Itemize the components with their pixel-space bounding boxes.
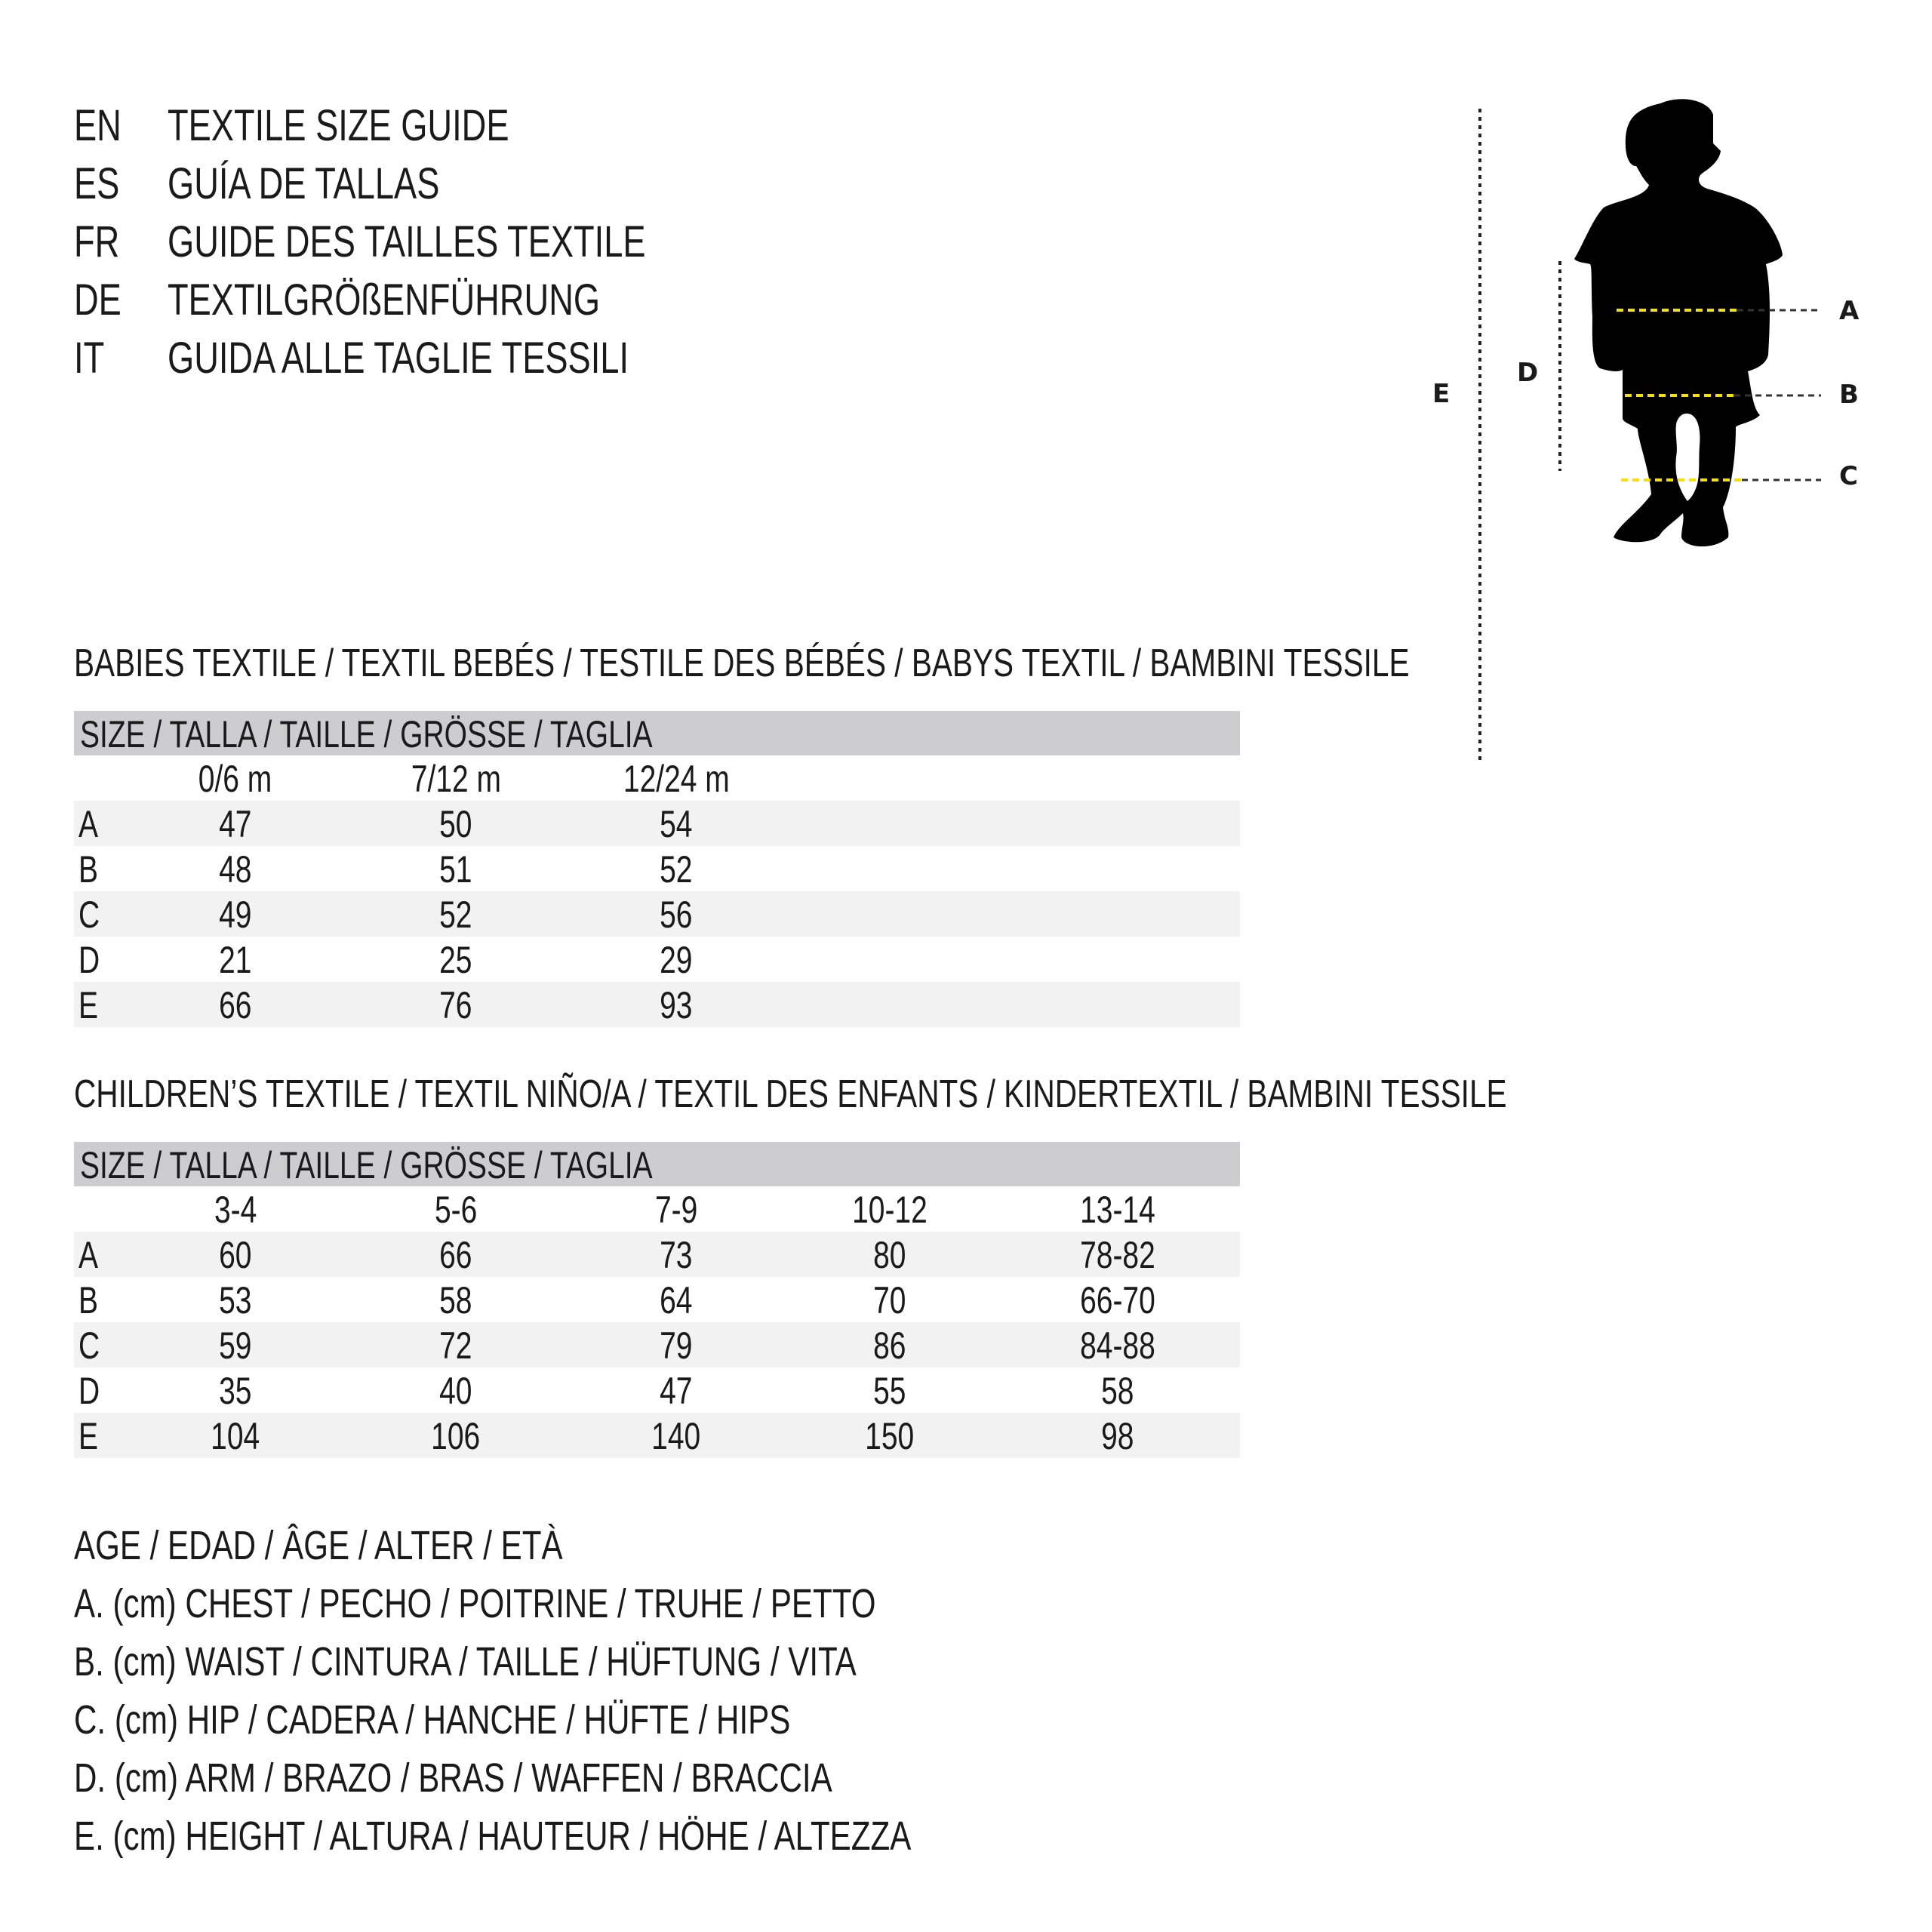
- table-cell: 66: [439, 1234, 472, 1276]
- table-cell: 76: [439, 984, 472, 1026]
- heading-text: GUIDE DES TAILLES TEXTILE: [168, 217, 646, 266]
- table-row: D 35 40 47 55 58: [74, 1367, 1240, 1413]
- label-d: D: [1517, 358, 1539, 388]
- table-cell: 58: [1101, 1370, 1134, 1412]
- table-row: E 66 76 93: [74, 982, 1240, 1027]
- column-header: 0/6 m: [198, 758, 272, 800]
- column-header: 5-6: [434, 1189, 478, 1231]
- table-cell: 56: [660, 894, 693, 936]
- table-cell: 86: [873, 1324, 906, 1367]
- table-cell: 104: [211, 1415, 260, 1457]
- legend-item: C. (cm) HIP / CADERA / HANCHE / HÜFTE / …: [74, 1697, 791, 1743]
- table-cell: 50: [439, 803, 472, 845]
- table-row: A 60 66 73 80 78-82: [74, 1232, 1240, 1277]
- table-cell: 79: [660, 1324, 693, 1367]
- table-cell: 73: [660, 1234, 693, 1276]
- legend-item: D. (cm) ARM / BRAZO / BRAS / WAFFEN / BR…: [74, 1755, 832, 1801]
- table-cell: 64: [660, 1279, 693, 1321]
- table-row: C 49 52 56: [74, 891, 1240, 937]
- table-cell: 66-70: [1080, 1279, 1155, 1321]
- table-cell: 47: [660, 1370, 693, 1412]
- row-label: D: [78, 1370, 100, 1412]
- column-header: 12/24 m: [623, 758, 730, 800]
- table-cell: 48: [219, 848, 252, 891]
- heading-text: GUÍA DE TALLAS: [168, 159, 440, 208]
- table-cell: 80: [873, 1234, 906, 1276]
- language-code: IT: [74, 334, 105, 383]
- label-c: C: [1839, 461, 1858, 491]
- heading-text: TEXTILE SIZE GUIDE: [168, 101, 509, 150]
- babies-section-title: BABIES TEXTILE / TEXTIL BEBÉS / TESTILE …: [74, 641, 1410, 685]
- children-section-title: CHILDREN’S TEXTILE / TEXTIL NIÑO/A / TEX…: [74, 1072, 1507, 1116]
- row-label: B: [78, 848, 99, 891]
- column-header: 7-9: [654, 1189, 698, 1231]
- table-cell: 29: [660, 939, 693, 981]
- table-cell: 150: [865, 1415, 915, 1457]
- table-cell: 58: [439, 1279, 472, 1321]
- table-cell: 72: [439, 1324, 472, 1367]
- table-cell: 140: [651, 1415, 701, 1457]
- table-cell: 52: [660, 848, 693, 891]
- table-header: SIZE / TALLA / TAILLE / GRÖSSE / TAGLIA: [74, 711, 1240, 755]
- table-header: SIZE / TALLA / TAILLE / GRÖSSE / TAGLIA: [74, 1142, 1240, 1186]
- label-b: B: [1839, 380, 1859, 410]
- table-cell: 93: [660, 984, 693, 1026]
- label-e: E: [1432, 379, 1451, 409]
- column-header: 3-4: [214, 1189, 257, 1231]
- table-cell: 84-88: [1080, 1324, 1155, 1367]
- table-cell: 25: [439, 939, 472, 981]
- table-cell: 35: [219, 1370, 252, 1412]
- row-label: A: [78, 1234, 99, 1276]
- heading-text: GUIDA ALLE TAGLIE TESSILI: [168, 334, 629, 383]
- table-cell: 66: [219, 984, 252, 1026]
- column-header: 7/12 m: [411, 758, 501, 800]
- table-row: B 48 51 52: [74, 846, 1240, 891]
- legend-item: E. (cm) HEIGHT / ALTURA / HAUTEUR / HÖHE…: [74, 1814, 912, 1859]
- column-header: 10-12: [852, 1189, 928, 1231]
- table-cell: 55: [873, 1370, 906, 1412]
- table-cell: 78-82: [1080, 1234, 1155, 1276]
- row-label: D: [78, 939, 100, 981]
- child-silhouette-icon: [1574, 99, 1783, 547]
- row-label: E: [78, 1415, 99, 1457]
- column-header-row: 3-4 5-6 7-9 10-12 13-14: [74, 1186, 1240, 1232]
- table-cell: 60: [219, 1234, 252, 1276]
- language-code: EN: [74, 101, 122, 150]
- row-label: C: [78, 1324, 100, 1367]
- legend-item: AGE / EDAD / ÂGE / ALTER / ETÀ: [74, 1523, 563, 1568]
- babies-size-table: SIZE / TALLA / TAILLE / GRÖSSE / TAGLIA 0…: [74, 711, 1240, 1027]
- table-cell: 51: [439, 848, 472, 891]
- language-code: DE: [74, 275, 122, 325]
- table-cell: 52: [439, 894, 472, 936]
- row-label: A: [78, 803, 99, 845]
- table-cell: 49: [219, 894, 252, 936]
- table-row: E 104 106 140 150 98: [74, 1413, 1240, 1458]
- table-cell: 70: [873, 1279, 906, 1321]
- column-header-row: 0/6 m 7/12 m 12/24 m: [74, 755, 1240, 801]
- table-row: A 47 50 54: [74, 801, 1240, 846]
- table-cell: 40: [439, 1370, 472, 1412]
- row-label: C: [78, 894, 100, 936]
- heading-text: TEXTILGRÖßENFÜHRUNG: [168, 275, 601, 325]
- legend-item: A. (cm) CHEST / PECHO / POITRINE / TRUHE…: [74, 1581, 876, 1626]
- table-row: B 53 58 64 70 66-70: [74, 1277, 1240, 1322]
- label-a: A: [1839, 296, 1860, 326]
- table-row: C 59 72 79 86 84-88: [74, 1322, 1240, 1367]
- table-cell: 47: [219, 803, 252, 845]
- row-label: E: [78, 984, 99, 1026]
- language-code: ES: [74, 159, 120, 208]
- table-cell: 21: [219, 939, 252, 981]
- table-cell: 106: [431, 1415, 481, 1457]
- column-header: 13-14: [1080, 1189, 1155, 1231]
- children-size-table: SIZE / TALLA / TAILLE / GRÖSSE / TAGLIA 3…: [74, 1142, 1240, 1458]
- legend-item: B. (cm) WAIST / CINTURA / TAILLE / HÜFTU…: [74, 1639, 857, 1684]
- row-label: B: [78, 1279, 99, 1321]
- table-cell: 53: [219, 1279, 252, 1321]
- table-row: D 21 25 29: [74, 937, 1240, 982]
- language-code: FR: [74, 217, 120, 266]
- table-cell: 59: [219, 1324, 252, 1367]
- table-cell: 98: [1101, 1415, 1134, 1457]
- table-cell: 54: [660, 803, 693, 845]
